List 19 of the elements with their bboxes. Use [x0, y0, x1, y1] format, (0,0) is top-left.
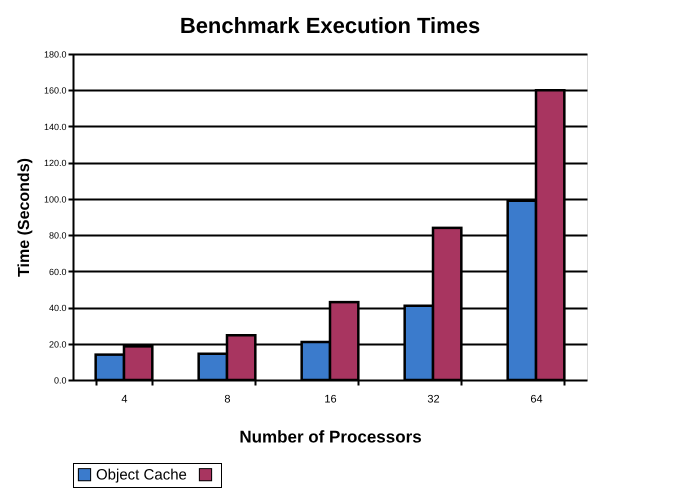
y-tick-label: 140.0	[44, 122, 66, 132]
y-tick-label: 160.0	[44, 86, 66, 96]
legend-label: Object Cache	[96, 466, 187, 484]
x-tick-label: 64	[530, 394, 543, 406]
y-tick-label: 60.0	[48, 266, 66, 277]
x-axis-title: Number of Processors	[239, 428, 422, 446]
chart-title: Benchmark Execution Times	[180, 13, 480, 38]
x-tick-label: 4	[121, 394, 128, 406]
y-tick-label: 180.0	[44, 50, 66, 60]
y-axis-title: Time (Seconds)	[16, 158, 33, 277]
x-tick-label: 32	[427, 394, 440, 406]
y-tick-label: 100.0	[44, 194, 66, 204]
y-tick-label: 120.0	[44, 158, 66, 168]
y-tick-label: 40.0	[48, 303, 66, 314]
x-tick-label: 16	[324, 394, 337, 406]
y-tick-label: 80.0	[48, 230, 66, 241]
y-tick-label: 0.0	[54, 376, 66, 386]
x-tick-label: 8	[224, 394, 231, 406]
y-tick-label: 20.0	[48, 339, 66, 350]
